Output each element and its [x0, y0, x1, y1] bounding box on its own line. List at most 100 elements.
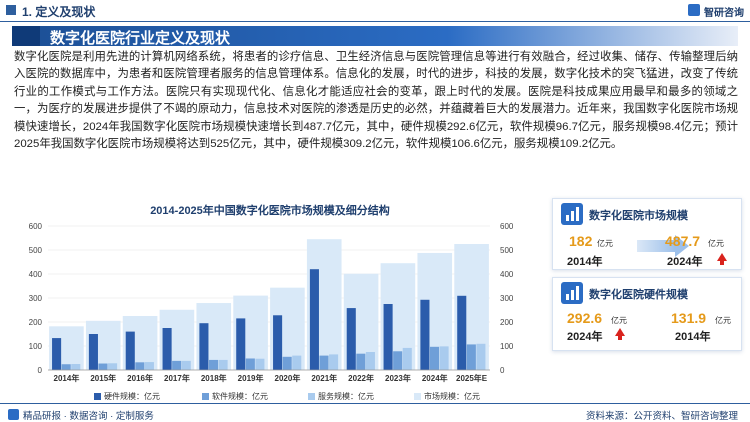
y-tick-label-left: 100 [29, 342, 43, 351]
y-tick-label-left: 0 [38, 366, 43, 375]
legend-label-software: 软件规模：亿元 [212, 392, 268, 401]
hardware-bar [236, 318, 246, 370]
hardware-size-card: 数字化医院硬件规模 292.6 亿元 2024年 131.9 亿元 2014年 [552, 277, 742, 351]
service-bar [255, 358, 265, 370]
x-tick-label: 2024年 [422, 373, 448, 383]
service-bar [329, 354, 339, 370]
chart-title: 2014-2025年中国数字化医院市场规模及细分结构 [150, 205, 390, 217]
x-tick-label: 2016年 [127, 373, 153, 383]
y-tick-label-left: 300 [29, 294, 43, 303]
hardware-bar [457, 295, 467, 370]
section-title: 1. 定义及现状 [22, 5, 96, 19]
hardware-bar [273, 315, 283, 370]
hardware-bar [346, 308, 356, 370]
software-bar [466, 344, 476, 370]
market-size-card: 数字化医院市场规模 182 亿元 2014年 487.7 亿元 2024年 [552, 198, 742, 270]
software-bar [98, 363, 108, 370]
footer-brand: 精品研报 · 数据咨询 · 定制服务 [23, 411, 154, 422]
footer: 精品研报 · 数据咨询 · 定制服务 资料来源：公开资料、智研咨询整理 [0, 403, 750, 422]
legend-label-service: 服务规模：亿元 [318, 392, 374, 401]
legend-swatch-software [202, 393, 209, 400]
service-bar [218, 359, 228, 370]
end-unit: 亿元 [708, 239, 724, 248]
current-value: 292.6 [567, 310, 603, 326]
y-tick-label-right: 400 [500, 270, 514, 279]
bar-chart-icon [561, 203, 583, 225]
intro-paragraph: 数字化医院是利用先进的计算机网络系统，将患者的诊疗信息、卫生经济信息与医院管理信… [14, 51, 738, 151]
x-tick-label: 2025年E [456, 373, 488, 383]
legend-label-market: 市场规模：亿元 [424, 392, 480, 401]
section-marker-icon [6, 5, 16, 15]
up-arrow-icon [615, 328, 625, 340]
software-bar [319, 355, 329, 370]
y-tick-label-right: 600 [500, 222, 514, 231]
current-unit: 亿元 [611, 316, 627, 325]
x-tick-label: 2014年 [54, 373, 80, 383]
software-bar [245, 358, 255, 370]
legend-swatch-service [308, 393, 315, 400]
legend-swatch-hardware [94, 393, 101, 400]
x-tick-label: 2018年 [201, 373, 227, 383]
service-bar [181, 360, 191, 370]
y-tick-label-right: 300 [500, 294, 514, 303]
x-tick-label: 2022年 [348, 373, 374, 383]
page-title: 数字化医院行业定义及现状 [50, 30, 231, 47]
service-bar [108, 363, 118, 370]
hardware-bar [88, 334, 98, 370]
service-bar [402, 347, 412, 370]
hardware-bar [383, 304, 393, 370]
software-bar [429, 346, 440, 370]
x-tick-label: 2017年 [164, 373, 190, 383]
company-logo-icon [688, 4, 700, 16]
software-bar [393, 351, 403, 370]
y-tick-label-right: 0 [500, 366, 505, 375]
title-flag-icon [12, 26, 40, 46]
end-year: 2024年 [667, 256, 703, 268]
y-tick-label-right: 100 [500, 342, 514, 351]
up-arrow-icon [717, 253, 727, 265]
hardware-bar [52, 338, 62, 370]
y-tick-label-left: 600 [29, 222, 43, 231]
bar-chart-icon [561, 282, 583, 304]
market-size-chart: 0 0 100 100 200 200 300 300 400 400 500 500 600 600 20… [29, 222, 514, 383]
service-bar [439, 346, 449, 370]
card-title: 数字化医院硬件规模 [589, 289, 688, 301]
end-value: 487.7 [665, 233, 701, 249]
service-bar [476, 343, 486, 370]
page-title-bar: 数字化医院行业定义及现状 [12, 26, 738, 47]
legend-label-hardware: 硬件规模：亿元 [104, 392, 160, 401]
service-bar [71, 364, 81, 370]
service-bar [144, 362, 154, 370]
y-tick-label-left: 500 [29, 246, 43, 255]
start-unit: 亿元 [597, 239, 613, 248]
software-bar [135, 362, 145, 370]
current-year: 2024年 [567, 331, 603, 343]
footer-source: 资料来源：公开资料、智研咨询整理 [585, 411, 738, 422]
software-bar [61, 364, 71, 370]
legend-item-hardware: 硬件规模：亿元 [94, 391, 160, 403]
legend-item-service: 服务规模：亿元 [308, 391, 374, 403]
y-tick-label-left: 400 [29, 270, 43, 279]
x-tick-label: 2019年 [238, 373, 264, 383]
x-tick-label: 2021年 [311, 373, 337, 383]
footer-logo-icon [8, 409, 19, 420]
hardware-bar [420, 299, 430, 370]
base-year: 2014年 [675, 331, 711, 343]
hardware-bar [125, 331, 135, 370]
legend-item-market: 市场规模：亿元 [414, 391, 480, 403]
service-bar [365, 352, 375, 370]
y-tick-label-left: 200 [29, 318, 43, 327]
header: 1. 定义及现状 智研咨询 [0, 0, 750, 22]
hardware-bar [199, 323, 209, 370]
card-title: 数字化医院市场规模 [589, 210, 688, 222]
y-tick-label-right: 500 [500, 246, 514, 255]
start-value: 182 [569, 233, 593, 249]
chart-legend: 硬件规模：亿元 软件规模：亿元 服务规模：亿元 市场规模：亿元 [84, 391, 554, 403]
service-bar [292, 355, 302, 370]
legend-swatch-market [414, 393, 421, 400]
x-tick-label: 2020年 [275, 373, 301, 383]
x-tick-label: 2015年 [90, 373, 116, 383]
software-bar [356, 353, 366, 370]
hardware-bar [309, 269, 319, 370]
base-unit: 亿元 [715, 316, 731, 325]
